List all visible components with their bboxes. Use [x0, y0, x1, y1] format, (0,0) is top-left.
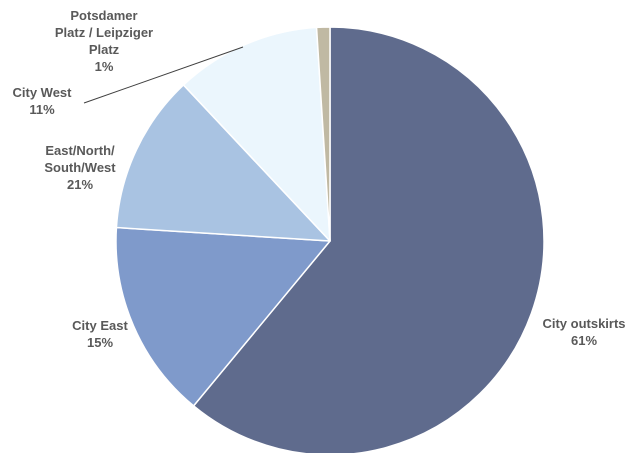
slice-labels: City outskirts 61% City East 15% East/North/…: [13, 8, 626, 350]
leader-lines: [83, 46, 244, 104]
leader-line-city-west: [83, 46, 244, 104]
pie-slice-potsdamer-platz-leipziger-platz: [315, 26, 331, 242]
slice-label-city-outskirts: City outskirts 61%: [542, 316, 625, 348]
pie-slices: [115, 26, 545, 453]
pie-slice-east-north-south-west: [115, 84, 331, 242]
slice-label-potsdamer-platz-leipziger-platz: Potsdamer Platz / Leipziger Platz 1%: [55, 8, 153, 74]
pie-slice-city-east: [115, 226, 331, 407]
slice-label-east-north-south-west: East/North/South/West 21%: [44, 143, 116, 192]
pie-slice-city-outskirts: [192, 26, 545, 453]
pie-slice-city-west: [182, 26, 331, 242]
slice-label-city-east: City East 15%: [72, 318, 128, 350]
slice-label-city-west: City West 11%: [13, 85, 73, 117]
